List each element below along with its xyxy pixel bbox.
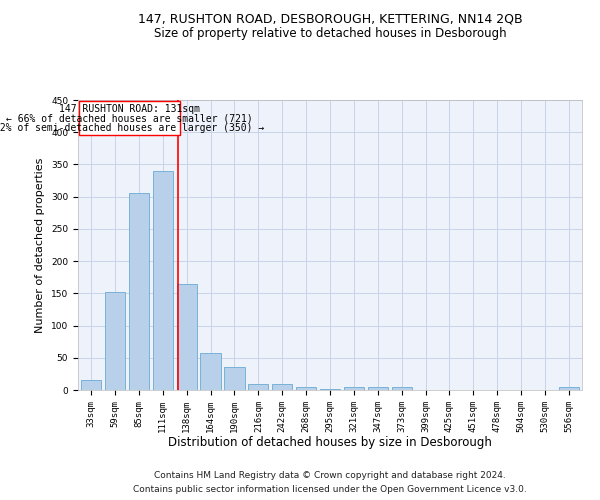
Bar (176, 284, 197, 390)
Bar (105, 292, 125, 390)
Bar (344, 387, 364, 390)
Text: Size of property relative to detached houses in Desborough: Size of property relative to detached ho… (154, 28, 506, 40)
Text: Contains public sector information licensed under the Open Government Licence v3: Contains public sector information licen… (133, 484, 527, 494)
Bar (368, 388, 388, 390)
FancyBboxPatch shape (79, 102, 180, 136)
Text: 147 RUSHTON ROAD: 131sqm: 147 RUSHTON ROAD: 131sqm (59, 104, 200, 114)
Bar (129, 194, 149, 390)
Text: 147, RUSHTON ROAD, DESBOROUGH, KETTERING, NN14 2QB: 147, RUSHTON ROAD, DESBOROUGH, KETTERING… (137, 12, 523, 26)
Bar (200, 354, 221, 390)
Bar (81, 380, 101, 390)
Bar (392, 388, 412, 390)
Bar (224, 368, 245, 390)
Y-axis label: Number of detached properties: Number of detached properties (35, 158, 46, 332)
Bar (559, 387, 579, 390)
Text: ← 66% of detached houses are smaller (721): ← 66% of detached houses are smaller (72… (6, 114, 253, 124)
Bar (296, 387, 316, 390)
Bar (152, 171, 173, 390)
Text: Contains HM Land Registry data © Crown copyright and database right 2024.: Contains HM Land Registry data © Crown c… (154, 472, 506, 480)
Text: 32% of semi-detached houses are larger (350) →: 32% of semi-detached houses are larger (… (0, 123, 265, 133)
Text: Distribution of detached houses by size in Desborough: Distribution of detached houses by size … (168, 436, 492, 449)
Bar (272, 384, 292, 390)
Bar (248, 384, 268, 390)
Bar (320, 388, 340, 390)
